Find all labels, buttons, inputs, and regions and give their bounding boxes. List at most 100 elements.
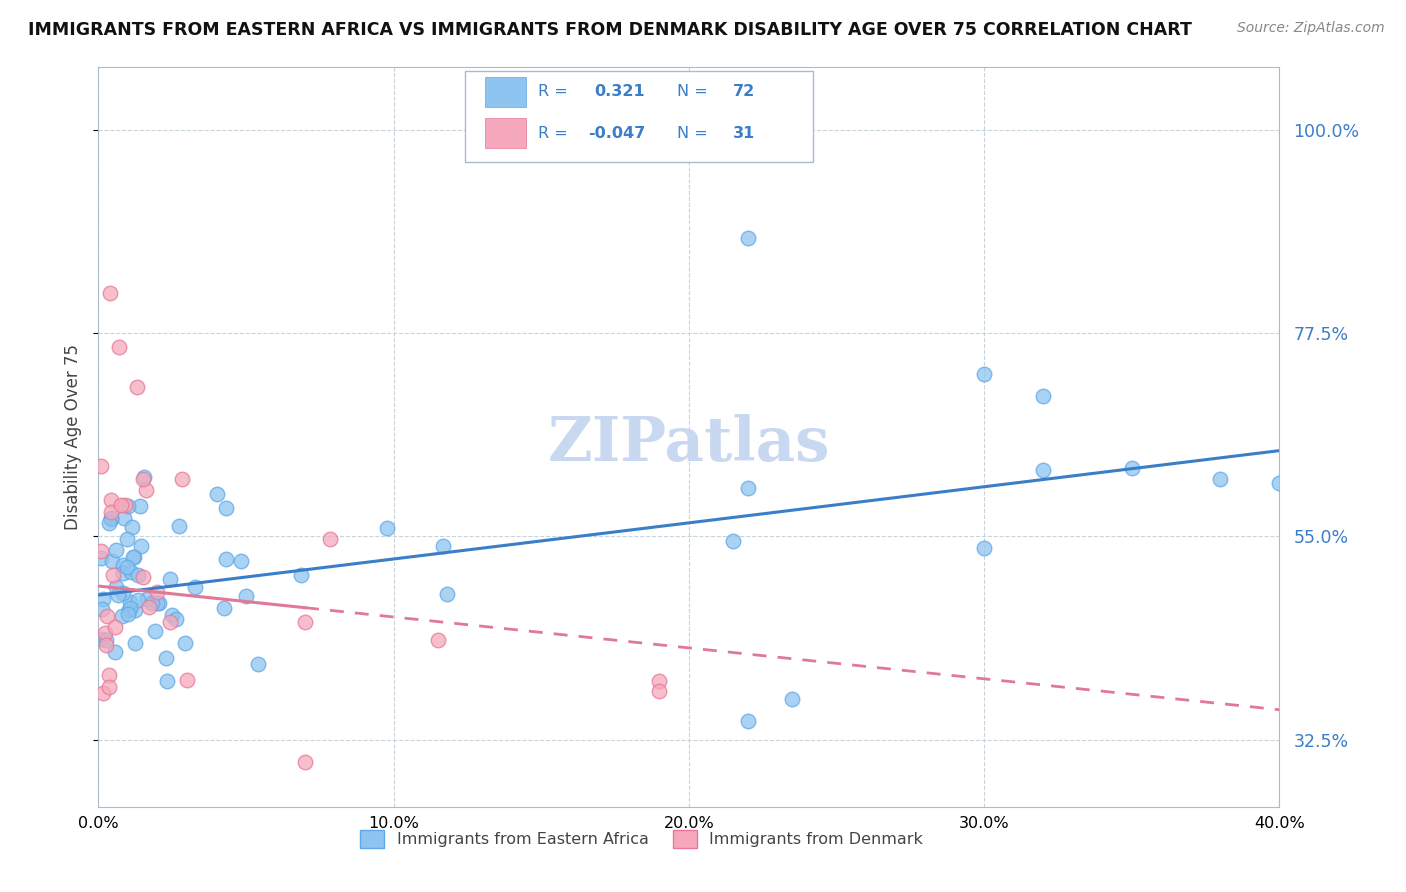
- Point: [96, 639, 118, 653]
- Point: [120, 601, 142, 615]
- Point: [90, 544, 112, 558]
- Point: [229, 554, 252, 568]
- Point: [155, 651, 177, 665]
- Point: [737, 231, 759, 245]
- Point: [127, 593, 149, 607]
- Point: [294, 755, 316, 769]
- Point: [973, 367, 995, 381]
- Point: [100, 510, 122, 524]
- Point: [174, 636, 197, 650]
- Point: [100, 505, 122, 519]
- Point: [115, 532, 138, 546]
- Point: [98, 516, 121, 530]
- Text: 72: 72: [733, 84, 755, 99]
- Point: [973, 541, 995, 555]
- Point: [98, 285, 121, 300]
- Point: [115, 560, 138, 574]
- Point: [246, 657, 269, 671]
- Point: [105, 581, 128, 595]
- Point: [1209, 472, 1232, 486]
- Point: [111, 585, 134, 599]
- FancyBboxPatch shape: [485, 77, 526, 106]
- Point: [375, 521, 398, 535]
- Point: [1032, 463, 1054, 477]
- Point: [648, 683, 671, 698]
- Point: [121, 519, 143, 533]
- Point: [432, 540, 454, 554]
- Point: [172, 472, 194, 486]
- Point: [112, 558, 135, 572]
- Point: [159, 615, 181, 630]
- Point: [1032, 389, 1054, 403]
- Text: N =: N =: [678, 84, 707, 99]
- Text: N =: N =: [678, 126, 707, 141]
- Point: [782, 692, 804, 706]
- Point: [156, 674, 179, 689]
- Point: [1121, 460, 1143, 475]
- Point: [737, 481, 759, 495]
- Text: ZIPatlas: ZIPatlas: [548, 415, 830, 475]
- Point: [101, 554, 124, 568]
- Point: [120, 595, 142, 609]
- Point: [107, 588, 129, 602]
- Point: [215, 501, 238, 516]
- Point: [117, 607, 139, 622]
- Point: [91, 686, 114, 700]
- Point: [319, 532, 342, 546]
- Point: [108, 340, 131, 354]
- Point: [100, 512, 122, 526]
- Text: 31: 31: [733, 126, 755, 141]
- Point: [160, 608, 183, 623]
- Point: [104, 645, 127, 659]
- Point: [165, 612, 187, 626]
- Point: [103, 567, 125, 582]
- Point: [91, 601, 114, 615]
- Text: IMMIGRANTS FROM EASTERN AFRICA VS IMMIGRANTS FROM DENMARK DISABILITY AGE OVER 75: IMMIGRANTS FROM EASTERN AFRICA VS IMMIGR…: [28, 21, 1192, 38]
- Point: [124, 550, 146, 565]
- Point: [132, 473, 155, 487]
- Point: [167, 519, 190, 533]
- Point: [90, 551, 112, 566]
- Point: [100, 492, 122, 507]
- Text: R =: R =: [537, 84, 568, 99]
- Point: [235, 590, 257, 604]
- Point: [125, 380, 148, 394]
- Point: [132, 470, 155, 484]
- Point: [91, 592, 114, 607]
- FancyBboxPatch shape: [485, 119, 526, 148]
- Point: [129, 539, 152, 553]
- Point: [436, 587, 458, 601]
- Point: [146, 596, 169, 610]
- Y-axis label: Disability Age Over 75: Disability Age Over 75: [65, 344, 83, 530]
- Point: [120, 565, 142, 579]
- Point: [91, 632, 114, 646]
- Text: Source: ZipAtlas.com: Source: ZipAtlas.com: [1237, 21, 1385, 35]
- Point: [737, 714, 759, 729]
- Point: [124, 636, 146, 650]
- Point: [184, 580, 207, 594]
- Point: [94, 633, 117, 648]
- Point: [94, 626, 117, 640]
- Point: [122, 550, 145, 565]
- Point: [294, 615, 316, 630]
- Point: [112, 510, 135, 524]
- Point: [427, 632, 450, 647]
- Point: [97, 668, 120, 682]
- Legend: Immigrants from Eastern Africa, Immigrants from Denmark: Immigrants from Eastern Africa, Immigran…: [354, 823, 929, 855]
- Point: [159, 572, 181, 586]
- Point: [148, 596, 170, 610]
- Point: [96, 608, 118, 623]
- Point: [117, 500, 139, 514]
- Point: [128, 499, 150, 513]
- Point: [110, 498, 132, 512]
- Point: [132, 570, 155, 584]
- Point: [215, 552, 238, 566]
- Point: [111, 566, 134, 581]
- Point: [138, 600, 160, 615]
- Point: [136, 591, 159, 606]
- Text: 0.321: 0.321: [595, 84, 645, 99]
- Point: [141, 596, 163, 610]
- Point: [648, 673, 671, 688]
- Point: [104, 542, 127, 557]
- Point: [114, 498, 136, 512]
